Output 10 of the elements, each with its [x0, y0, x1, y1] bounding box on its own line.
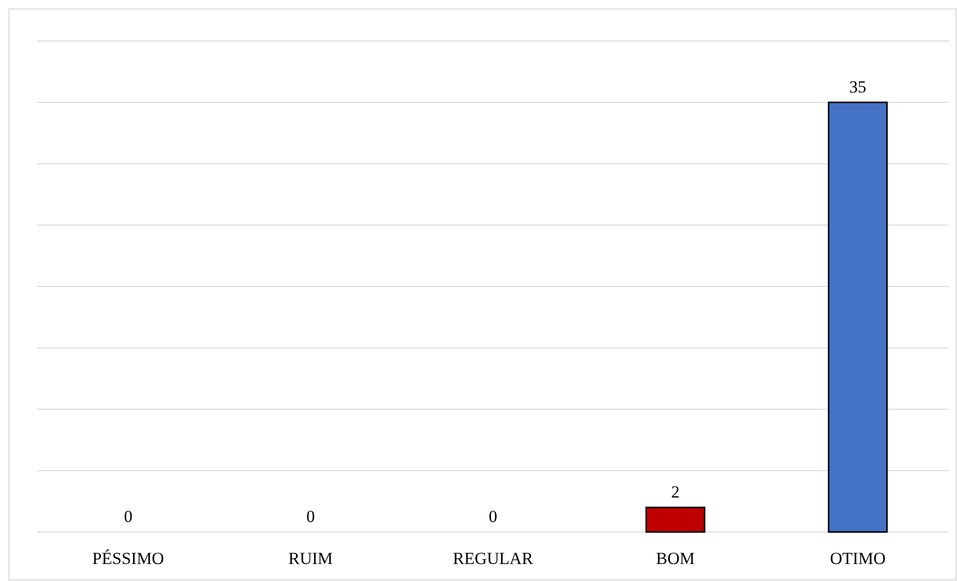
x-tick-label: REGULAR — [452, 549, 534, 568]
x-tick-label: OTIMO — [830, 549, 886, 568]
data-label: 35 — [849, 77, 866, 96]
data-label: 2 — [671, 482, 680, 502]
data-label: 0 — [124, 507, 132, 526]
data-label: 0 — [488, 507, 498, 526]
data-label: 0 — [306, 507, 315, 526]
x-tick-label: PÉSSIMO — [92, 549, 164, 568]
x-tick-label: BOM — [656, 549, 695, 568]
x-tick-label: RUIM — [288, 549, 333, 568]
